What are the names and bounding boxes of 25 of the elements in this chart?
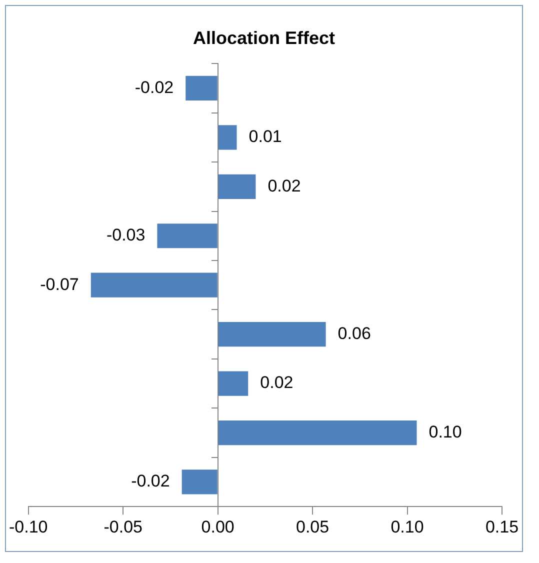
data-label: -0.07 bbox=[40, 274, 79, 294]
x-tick-label: 0.10 bbox=[390, 517, 424, 536]
bar bbox=[218, 420, 417, 446]
data-label: 0.10 bbox=[428, 422, 462, 442]
bar bbox=[218, 322, 326, 347]
x-tick-label: -0.05 bbox=[104, 517, 142, 536]
data-label: -0.02 bbox=[134, 78, 174, 97]
chart-title: Allocation Effect bbox=[192, 28, 336, 48]
bar bbox=[157, 224, 218, 248]
data-label: 0.02 bbox=[260, 373, 294, 392]
bar bbox=[90, 272, 218, 298]
data-label: 0.01 bbox=[248, 127, 282, 146]
bar bbox=[218, 125, 237, 150]
x-tick-label: 0.00 bbox=[201, 517, 234, 536]
bar bbox=[186, 76, 218, 101]
data-label: 0.02 bbox=[268, 176, 301, 196]
bar bbox=[218, 371, 248, 396]
bar bbox=[182, 470, 218, 494]
data-label: -0.02 bbox=[131, 472, 170, 491]
data-label: -0.03 bbox=[106, 226, 146, 245]
x-tick-label: 0.15 bbox=[485, 517, 519, 536]
x-tick-label: -0.10 bbox=[9, 517, 48, 536]
data-label: 0.06 bbox=[338, 324, 371, 344]
x-tick-label: 0.05 bbox=[296, 517, 330, 536]
bar bbox=[218, 174, 256, 199]
